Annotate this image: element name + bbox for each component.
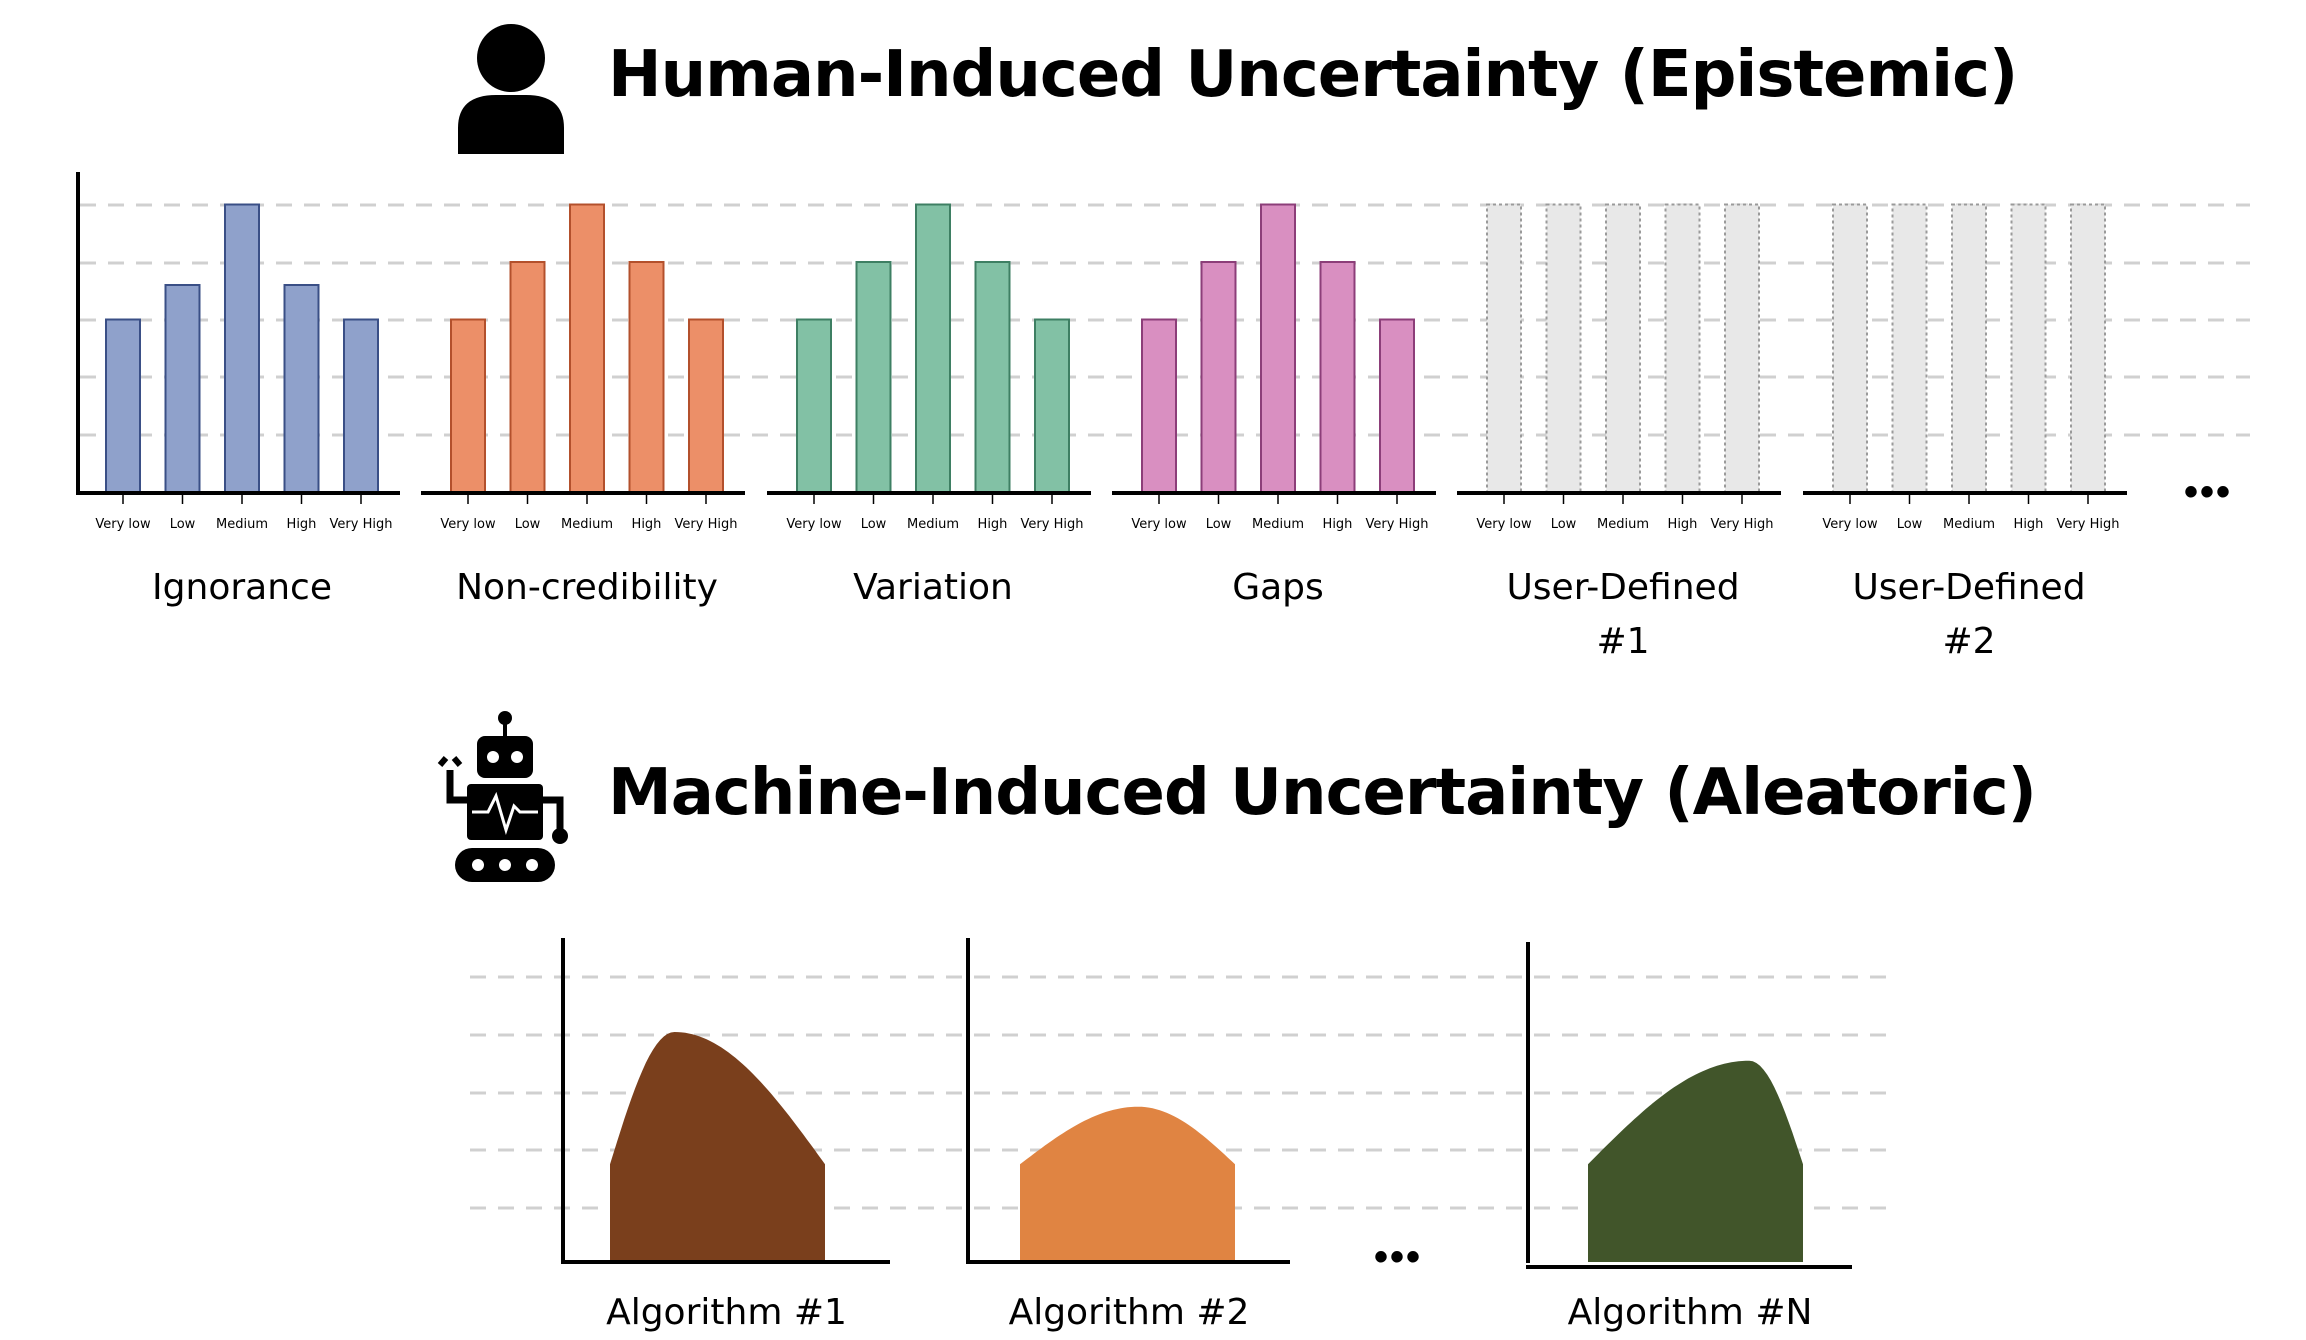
bar (1664, 203, 1701, 493)
bar (283, 284, 320, 493)
tick-label: Medium (1252, 517, 1304, 532)
chart-label: Gaps (1232, 567, 1324, 608)
tick-label: Very low (786, 517, 842, 532)
tick-label: Very low (1822, 517, 1878, 532)
robot-icon (437, 711, 568, 882)
bar (1545, 203, 1582, 493)
bar (974, 261, 1011, 493)
bar (1724, 203, 1760, 493)
tick-label: Medium (1597, 517, 1649, 532)
tick-label: Medium (907, 517, 959, 532)
chart-label: User-Defined #1 (1506, 567, 1740, 662)
bar (2010, 203, 2047, 493)
tick-label: Very low (1476, 517, 1532, 532)
tick-label: Very High (330, 517, 393, 532)
bar (1141, 318, 1177, 493)
bar-chart-3: Very low Low Medium High Very High (767, 203, 1091, 532)
bar-chart-6: Very low Low Medium High Very High (1803, 203, 2127, 532)
tick-label: Low (1551, 517, 1577, 532)
tick-label: High (287, 517, 317, 532)
chart-label: User-Defined #2 (1852, 567, 2086, 662)
chart-label: Non-credibility (456, 567, 718, 608)
algorithm-chart-2 (966, 938, 1290, 1264)
tick-label: High (2014, 517, 2044, 532)
distribution-area (1588, 1060, 1803, 1262)
bar (2070, 203, 2106, 493)
tick-label: Medium (561, 517, 613, 532)
bar (164, 284, 201, 493)
bar-chart-2: Very low Low Medium High Very High (421, 203, 745, 532)
tick-label: Medium (216, 517, 268, 532)
bar-chart-1: Very low Low Medium High Very High (76, 203, 400, 532)
bar-chart-4: Very low Low Medium High Very High (1112, 203, 1436, 532)
algorithm-chart-1 (561, 938, 890, 1264)
bar (105, 318, 141, 493)
tick-label: Very low (95, 517, 151, 532)
tick-label: Medium (1943, 517, 1995, 532)
bar-chart-5: Very low Low Medium High Very High (1457, 203, 1781, 532)
bar (569, 203, 605, 493)
bar (1319, 261, 1356, 493)
tick-label: Low (861, 517, 887, 532)
chart-label: Variation (853, 567, 1013, 608)
bar (1260, 203, 1296, 493)
algorithm-label: Algorithm #2 (1008, 1292, 1250, 1333)
algorithm-chart-3 (1526, 942, 1852, 1269)
bar (509, 261, 546, 493)
tick-label: Low (1897, 517, 1923, 532)
tick-label: Very High (1711, 517, 1774, 532)
tick-label: Low (515, 517, 541, 532)
bar (688, 318, 724, 493)
tick-label: High (1668, 517, 1698, 532)
tick-label: Very High (675, 517, 738, 532)
distribution-area (1020, 1106, 1235, 1262)
tick-label: Low (1206, 517, 1232, 532)
ellipsis: ••• (1374, 1235, 1422, 1279)
tick-label: Low (170, 517, 196, 532)
human-uncertainty-title: Human-Induced Uncertainty (Epistemic) (608, 38, 2018, 112)
tick-label: High (1323, 517, 1353, 532)
tick-label: Very low (440, 517, 496, 532)
tick-label: Very High (2057, 517, 2120, 532)
person-icon (458, 24, 564, 154)
algorithm-label: Algorithm #1 (606, 1292, 847, 1333)
bar (1200, 261, 1237, 493)
tick-label: Very High (1021, 517, 1084, 532)
tick-label: High (978, 517, 1008, 532)
chart-label: Ignorance (152, 567, 332, 608)
bar (343, 318, 379, 493)
tick-label: Very low (1131, 517, 1187, 532)
tick-label: Very High (1366, 517, 1429, 532)
bar (224, 203, 260, 493)
bar (1486, 203, 1522, 493)
ellipsis: ••• (2184, 470, 2232, 514)
bar (628, 261, 665, 493)
tick-label: High (632, 517, 662, 532)
distribution-area (610, 1032, 825, 1262)
bar (796, 318, 832, 493)
algorithm-label: Algorithm #N (1567, 1292, 1813, 1333)
bar (1832, 203, 1868, 493)
bar (1379, 318, 1415, 493)
bar (855, 261, 892, 493)
bar (1605, 203, 1641, 493)
bar (1034, 318, 1070, 493)
bar (1891, 203, 1928, 493)
bar (1951, 203, 1987, 493)
bar (450, 318, 486, 493)
machine-uncertainty-title: Machine-Induced Uncertainty (Aleatoric) (608, 756, 2037, 830)
bar (915, 203, 951, 493)
